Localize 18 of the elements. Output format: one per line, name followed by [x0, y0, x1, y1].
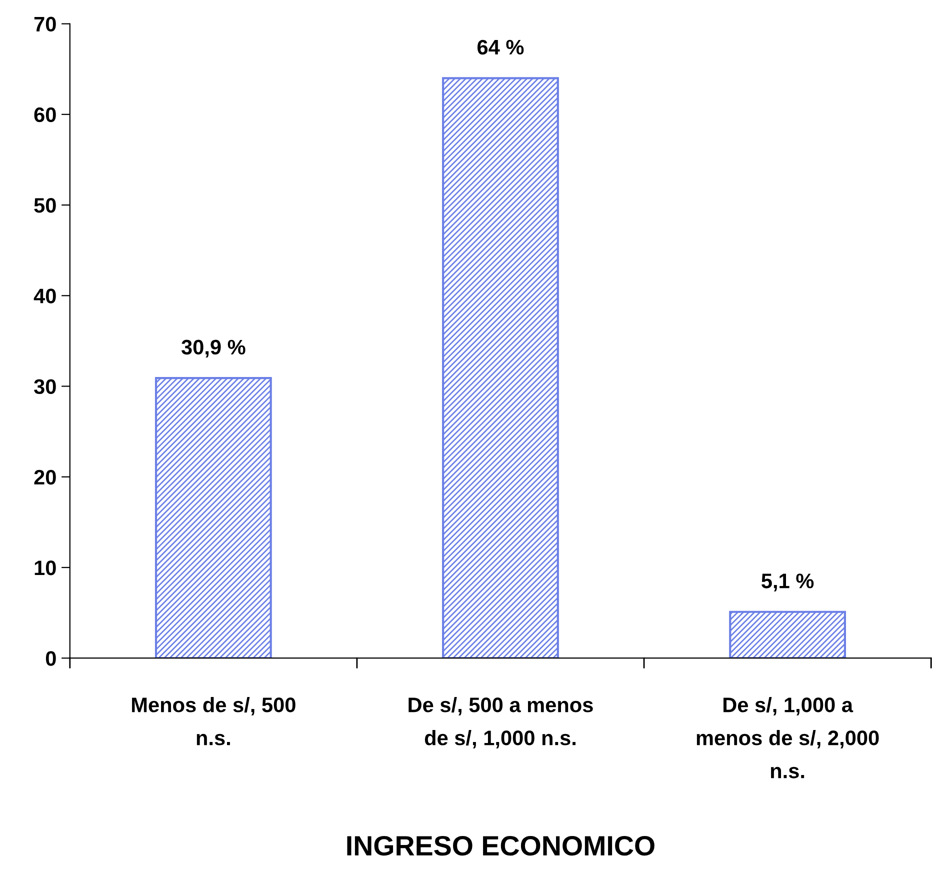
y-tick-label: 30	[34, 379, 56, 394]
y-tick-label: 10	[34, 560, 56, 576]
y-tick-label: 40	[34, 288, 56, 304]
bar	[729, 610, 846, 658]
x-tick-label: De s/, 1,000 a menos de s/, 2,000 n.s.	[696, 696, 879, 778]
data-label: 64 %	[478, 40, 524, 55]
y-tick-label: 20	[34, 470, 56, 485]
x-tick-label: Menos de s/, 500 n.s.	[132, 696, 296, 746]
y-tick-label: 50	[34, 198, 56, 213]
bar	[442, 77, 559, 658]
bar	[154, 377, 272, 658]
x-tick-label: De s/, 500 a menos de s/, 1,000 n.s.	[408, 696, 593, 748]
y-tick-label: 70	[34, 16, 56, 32]
x-axis-title: INGRESO ECONOMICO	[347, 836, 654, 856]
y-tick-label: 60	[34, 107, 56, 122]
data-label: 5,1 %	[762, 574, 814, 592]
y-tick-label: 0	[46, 651, 56, 666]
data-label: 30,9 %	[181, 340, 246, 358]
